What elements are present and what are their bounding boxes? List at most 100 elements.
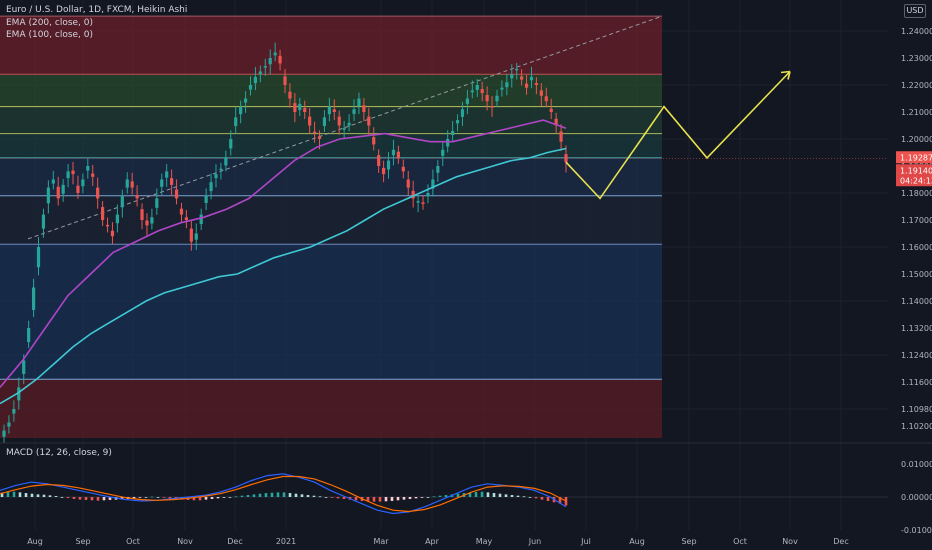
macd-hist-bar-74 [444, 495, 448, 497]
candle-body-5 [27, 328, 31, 343]
candle-body-69 [342, 128, 346, 130]
time-tick-1: Sep [75, 537, 90, 546]
macd-hist-bar-39 [234, 496, 238, 498]
candle-body-0 [2, 430, 6, 437]
macd-hist-bar-16 [96, 497, 100, 501]
macd-hist-bar-55 [330, 497, 334, 498]
price-tick-4: 1.20000 [901, 135, 932, 144]
macd-hist-bar-53 [318, 496, 322, 498]
macd-hist-bar-43 [258, 493, 262, 497]
candle-body-34 [170, 178, 174, 185]
macd-hist-bar-73 [438, 495, 442, 497]
price-tick-12: 1.12400 [901, 351, 932, 360]
zone-resistance-top [0, 16, 662, 75]
price-tick-2: 1.22000 [901, 81, 932, 90]
projection-path [565, 70, 791, 200]
candle-body-83 [411, 190, 415, 199]
currency-label[interactable]: USD [904, 4, 926, 18]
candle-body-60 [298, 103, 302, 111]
candle-body-44 [219, 168, 223, 171]
bar-countdown-label: 04:24:13 [900, 176, 932, 185]
macd-hist-bar-23 [138, 497, 142, 498]
current-price-label: 1.19287 [900, 153, 932, 162]
candle-body-43 [214, 174, 218, 179]
macd-hist-bar-8 [48, 495, 52, 497]
time-tick-3: Nov [177, 537, 193, 546]
candle-body-89 [441, 149, 445, 156]
macd-hist-bar-87 [522, 496, 526, 498]
time-tick-12: Sep [681, 537, 696, 546]
candle-body-8 [41, 214, 46, 229]
candle-body-11 [56, 186, 60, 199]
price-tick-0: 1.24000 [901, 27, 932, 36]
candle-body-82 [406, 179, 410, 188]
ema-200-legend[interactable]: EMA (200, close, 0) [6, 18, 94, 28]
candle-body-101 [500, 87, 504, 90]
ema-200-line [0, 147, 567, 405]
time-tick-5: 2021 [276, 537, 296, 546]
macd-hist-bar-57 [342, 497, 346, 499]
zone-green-1 [0, 74, 662, 107]
time-tick-4: Dec [227, 537, 242, 546]
candle-body-29 [145, 220, 149, 226]
candle-body-30 [150, 217, 154, 224]
candle-body-12 [61, 184, 65, 194]
macd-hist-bar-62 [372, 497, 376, 502]
macd-line [0, 473, 567, 515]
macd-hist-bar-10 [60, 497, 64, 498]
candle-body-53 [263, 66, 267, 68]
candle-body-17 [86, 166, 90, 171]
signal-line [0, 475, 567, 513]
macd-legend[interactable]: MACD (12, 26, close, 9) [6, 448, 112, 458]
candle-body-77 [381, 167, 386, 175]
candle-body-27 [135, 195, 139, 199]
macd-hist-bar-0 [0, 492, 4, 497]
macd-hist-bar-67 [402, 497, 406, 500]
time-axis[interactable]: Aug Sep Oct Nov Dec 2021 Mar Apr May Jun Jul Aug Sep… [27, 537, 849, 546]
macd-hist-bar-48 [288, 493, 292, 497]
ema-100-legend[interactable]: EMA (100, close, 0) [6, 30, 94, 40]
macd-hist-bar-20 [120, 497, 124, 500]
candle-body-63 [312, 131, 317, 134]
macd-hist-bar-69 [414, 497, 418, 499]
candle-body-85 [421, 202, 425, 204]
macd-hist-bar-76 [456, 493, 460, 497]
zone-teal [0, 133, 662, 158]
time-tick-15: Dec [833, 537, 848, 546]
time-tick-14: Nov [782, 537, 798, 546]
candle-body-84 [416, 201, 420, 203]
candle-body-41 [204, 195, 208, 203]
candle-body-70 [347, 122, 351, 126]
candle-body-106 [524, 83, 529, 88]
macd-hist-bar-52 [312, 495, 316, 497]
macd-hist-bar-85 [510, 495, 514, 497]
macd-hist-bar-37 [222, 497, 226, 498]
price-candles [2, 42, 568, 443]
current-price-tag [896, 151, 932, 164]
macd-hist-bar-28 [168, 497, 172, 499]
macd-hist-bar-38 [228, 497, 232, 498]
candle-body-64 [317, 136, 322, 139]
candle-body-86 [426, 193, 430, 197]
candle-body-68 [337, 116, 341, 126]
candle-body-31 [155, 198, 159, 208]
candle-body-80 [396, 151, 400, 158]
last-price-tag [896, 164, 932, 187]
candle-body-98 [485, 94, 489, 102]
macd-hist-bar-84 [504, 494, 508, 497]
candle-body-65 [322, 117, 327, 127]
candle-body-38 [189, 228, 193, 242]
macd-hist-bar-40 [240, 495, 244, 497]
macd-hist-bar-78 [468, 492, 472, 497]
macd-hist-bar-71 [426, 497, 430, 498]
macd-hist-bar-66 [396, 497, 400, 501]
projection-zigzag [565, 70, 791, 200]
macd-hist-bar-12 [72, 497, 76, 499]
candle-body-52 [258, 71, 262, 75]
candle-body-45 [224, 157, 228, 166]
price-axis[interactable]: 1.240001.230001.220001.210001.200001.190… [896, 27, 932, 535]
candle-body-39 [194, 233, 198, 240]
candle-body-1 [7, 422, 11, 427]
candle-body-67 [332, 109, 336, 112]
